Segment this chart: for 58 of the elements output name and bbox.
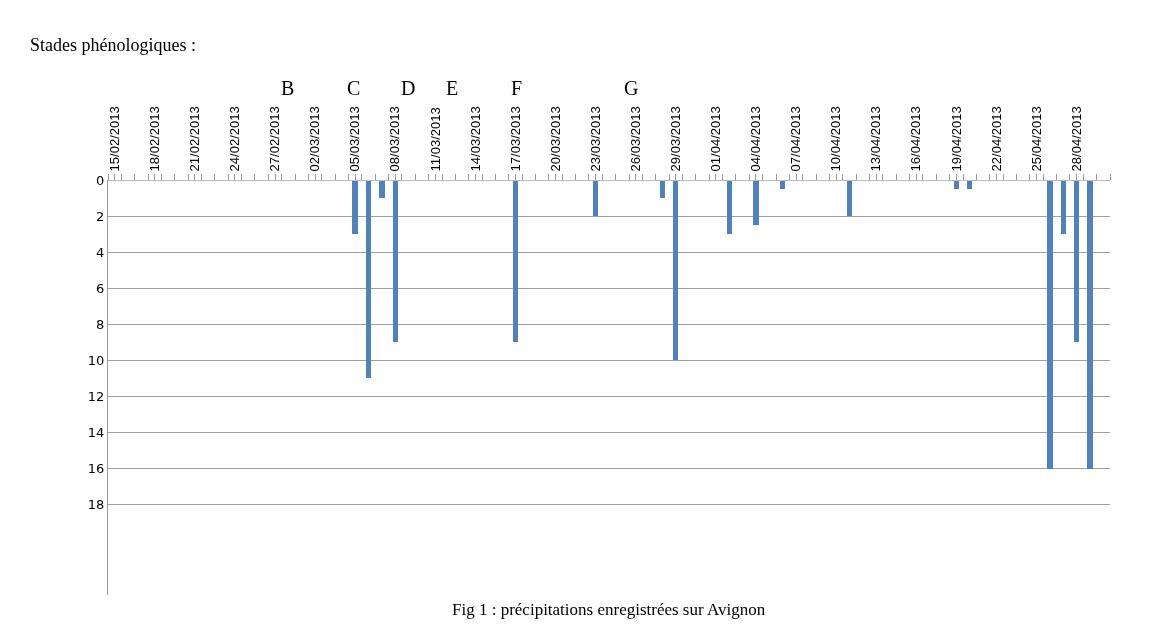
x-tick-label: 24/02/2013 xyxy=(227,106,243,172)
y-tick-label: 10 xyxy=(87,352,105,368)
bar xyxy=(393,180,398,342)
x-tick-label: 05/03/2013 xyxy=(347,106,363,172)
bar xyxy=(1047,180,1053,469)
x-tick-label: 18/02/2013 xyxy=(146,106,162,172)
y-tick-label: 18 xyxy=(87,497,105,513)
bar xyxy=(753,180,759,225)
bar xyxy=(593,180,598,216)
bar xyxy=(673,180,678,360)
x-tick-label: 10/04/2013 xyxy=(828,106,844,172)
y-tick-label: 2 xyxy=(96,208,105,224)
x-tick-label: 15/02/2013 xyxy=(106,106,122,172)
y-tick-label: 0 xyxy=(96,172,105,188)
text: D xyxy=(401,77,416,99)
bar xyxy=(1087,180,1093,469)
x-tick-label: 01/04/2013 xyxy=(708,106,724,172)
x-tick-label: 26/03/2013 xyxy=(627,106,643,172)
x-tick-label: 14/03/2013 xyxy=(467,106,483,172)
text: E xyxy=(446,77,459,99)
bar xyxy=(1061,180,1066,234)
y-tick-label: 8 xyxy=(96,316,105,332)
x-tick-label: 25/04/2013 xyxy=(1028,106,1044,172)
bar xyxy=(379,180,385,198)
y-tick-label: 16 xyxy=(87,461,105,477)
x-tick-label: 16/04/2013 xyxy=(908,106,924,172)
text: G xyxy=(624,77,639,99)
x-tick-label: 22/04/2013 xyxy=(988,106,1004,172)
bar xyxy=(1074,180,1079,342)
x-tick-label: 08/03/2013 xyxy=(387,106,403,172)
x-tick-label: 13/04/2013 xyxy=(868,106,884,172)
text: F xyxy=(511,77,523,99)
x-tick-label: 21/02/2013 xyxy=(187,106,203,172)
bar xyxy=(847,180,852,216)
y-tick-label: 4 xyxy=(96,244,105,260)
x-tick-label: 07/04/2013 xyxy=(788,106,804,172)
text: C xyxy=(347,77,361,99)
x-tick-label: 27/02/2013 xyxy=(267,106,283,172)
caption: Fig 1 : précipitations enregistrées sur Avignon xyxy=(452,600,766,619)
chart-title: Stades phénologiques : xyxy=(30,35,196,56)
bar xyxy=(727,180,732,234)
x-tick-label: 19/04/2013 xyxy=(948,106,964,172)
y-tick-label: 12 xyxy=(87,389,105,405)
bar xyxy=(513,180,518,342)
x-tick-label: 23/03/2013 xyxy=(587,106,603,172)
x-tick-label: 17/03/2013 xyxy=(507,106,523,172)
bar xyxy=(352,180,358,234)
x-tick-label: 11/03/2013 xyxy=(427,107,443,172)
bar xyxy=(366,180,371,378)
x-tick-label: 29/03/2013 xyxy=(668,106,684,172)
x-tick-label: 04/04/2013 xyxy=(748,106,764,172)
text: B xyxy=(281,77,295,99)
x-tick-label: 28/04/2013 xyxy=(1068,106,1084,172)
bar xyxy=(660,180,665,198)
x-tick-label: 20/03/2013 xyxy=(547,106,563,172)
y-tick-label: 14 xyxy=(87,425,105,441)
x-tick-label: 02/03/2013 xyxy=(307,106,323,172)
y-tick-label: 6 xyxy=(96,280,105,296)
